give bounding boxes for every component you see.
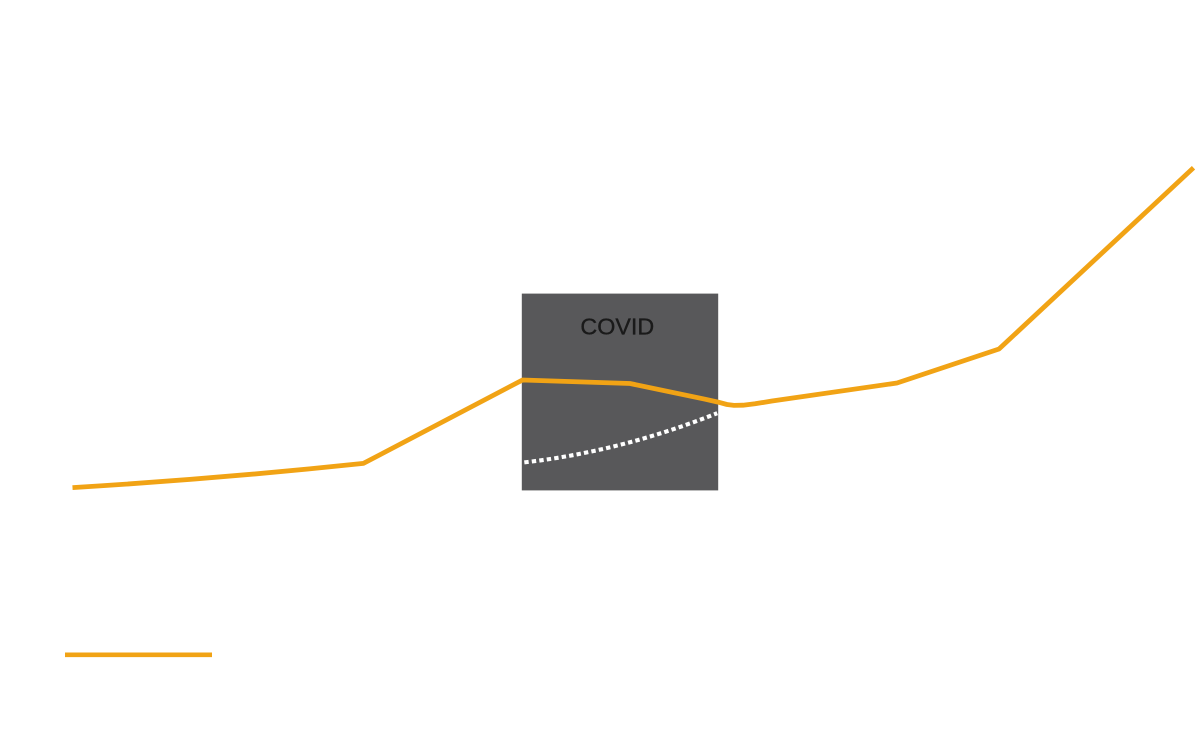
svg-text:COVID: COVID (580, 314, 654, 340)
